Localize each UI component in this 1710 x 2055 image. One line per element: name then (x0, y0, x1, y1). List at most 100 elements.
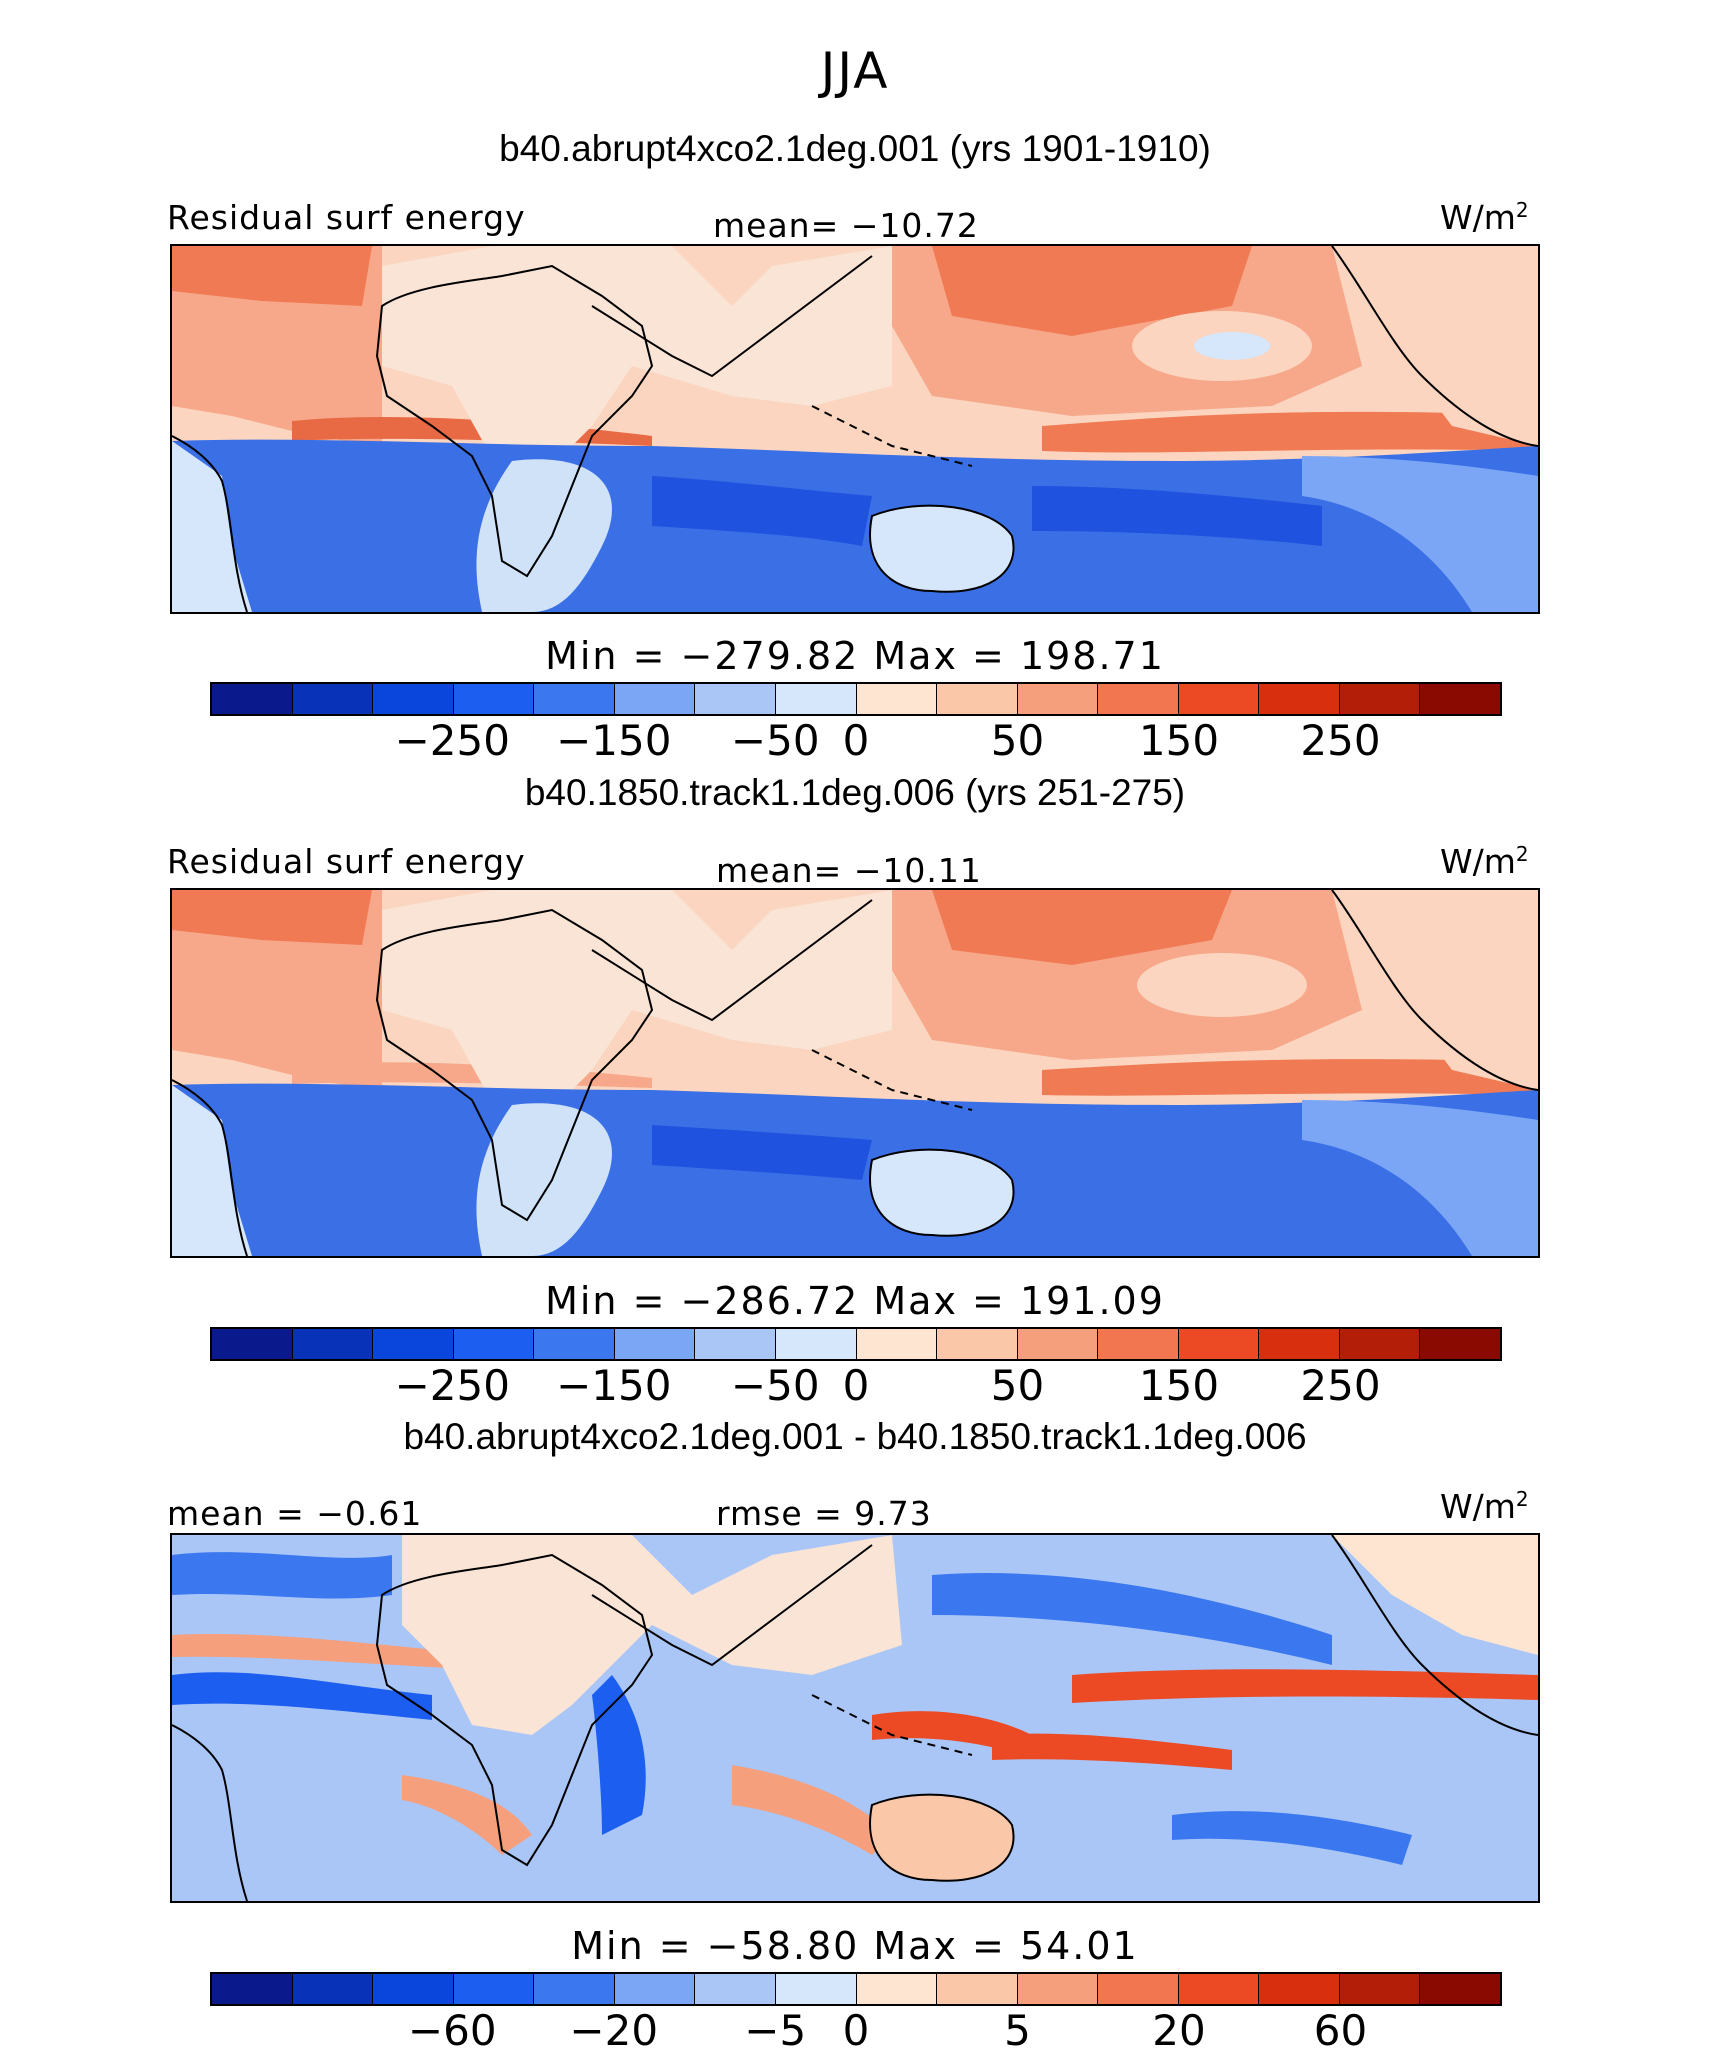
colorbar-tick-label: 0 (842, 716, 870, 765)
map-coast-australia (869, 1793, 1015, 1882)
panel-3-colorbar (210, 1972, 1502, 2006)
colorbar-tick-label: −150 (556, 716, 672, 765)
panel-1-title: b40.abrupt4xco2.1deg.001 (yrs 1901-1910) (499, 128, 1211, 169)
map-coast-south-america (172, 1079, 248, 1256)
colorbar-swatch (292, 1329, 374, 1359)
colorbar-tick-label: 250 (1300, 1361, 1381, 1410)
colorbar-swatch (614, 684, 696, 714)
colorbar-tick-label: 150 (1138, 1361, 1220, 1410)
colorbar-tick-label: 250 (1300, 716, 1381, 765)
colorbar-swatch (212, 1329, 293, 1359)
map-south-indian-strong (652, 476, 872, 546)
panel-3-rmse-label: rmse = 9.73 (716, 1494, 932, 1533)
colorbar-swatch (1259, 684, 1340, 714)
colorbar-swatch (1178, 684, 1260, 714)
map-land-south-america (172, 1085, 252, 1256)
panel-2-title: b40.1850.track1.1deg.006 (yrs 251-275) (524, 772, 1186, 813)
map-coast-asia (591, 1544, 873, 1667)
colorbar-swatch (1098, 1329, 1179, 1359)
map-land-afro-eurasia (382, 890, 892, 1120)
map-diff-south-pacific-neg (1172, 1811, 1412, 1865)
colorbar-swatch (1178, 1329, 1260, 1359)
map-tropical-strip (1042, 1059, 1538, 1096)
colorbar-swatch (1098, 1974, 1179, 2004)
colorbar-swatch (212, 1974, 293, 2004)
figure-title: JJA (820, 42, 890, 100)
panel-1-minmax: Min = −279.82 Max = 198.71 (545, 634, 1165, 678)
colorbar-swatch (1259, 1329, 1340, 1359)
map-coast-africa (375, 908, 654, 1222)
colorbar-swatch (775, 684, 857, 714)
map-pacific-low (1194, 332, 1270, 360)
map-diff-maritime-pos (872, 1711, 1032, 1755)
colorbar-swatch (1339, 1974, 1421, 2004)
colorbar-tick-label: −250 (394, 1361, 510, 1410)
panel-3-units: W/m2 (1440, 1487, 1529, 1526)
colorbar-swatch (937, 1329, 1018, 1359)
map-land-south-africa (476, 1103, 612, 1256)
colorbar-tick-label: 50 (990, 1361, 1045, 1410)
panel-1-map (170, 244, 1540, 614)
map-coast-australia (869, 504, 1015, 593)
map-east-pacific-mid (1302, 456, 1538, 612)
colorbar-swatch (1017, 1329, 1099, 1359)
panel-2-mean-label: mean= −10.11 (716, 851, 982, 890)
colorbar-tick-label: 0 (842, 2006, 870, 2055)
panel-1-map-svg (172, 246, 1538, 612)
map-diff-neg-2 (172, 1672, 432, 1720)
map-north-pacific-strong (932, 246, 1252, 336)
map-diff-indian-pos (732, 1765, 892, 1855)
map-coast-indonesia (811, 405, 973, 467)
map-coast-asia (591, 255, 873, 378)
colorbar-swatch (453, 684, 535, 714)
colorbar-tick-label: −50 (730, 716, 820, 765)
colorbar-swatch (1420, 684, 1500, 714)
colorbar-tick-label: −50 (730, 1361, 820, 1410)
colorbar-swatch (453, 1329, 535, 1359)
map-land-south-america (172, 441, 252, 612)
map-coast-americas (1331, 246, 1538, 447)
colorbar-tick-label: 150 (1138, 716, 1220, 765)
panel-2-map-svg (172, 890, 1538, 1256)
map-land-americas (1332, 246, 1538, 446)
panel-2-colorbar (210, 1327, 1502, 1361)
colorbar-swatch (614, 1974, 696, 2004)
map-pacific-high (1137, 953, 1307, 1017)
colorbar-swatch (695, 684, 776, 714)
colorbar-swatch (856, 684, 938, 714)
panel-3-minmax: Min = −58.80 Max = 54.01 (571, 1924, 1139, 1968)
colorbar-swatch (695, 1329, 776, 1359)
map-coast-australia (869, 1148, 1015, 1237)
panel-3-map-svg (172, 1535, 1538, 1901)
panel-3-mean-label: mean = −0.61 (167, 1494, 423, 1533)
colorbar-swatch (1420, 1329, 1500, 1359)
colorbar-swatch (1259, 1974, 1340, 2004)
colorbar-swatch (1339, 1329, 1421, 1359)
colorbar-swatch (856, 1974, 938, 2004)
map-coast-indonesia (811, 1049, 973, 1111)
panel-2-variable-label: Residual surf energy (167, 842, 526, 881)
map-coast-americas (1331, 1535, 1538, 1736)
map-land-australia (870, 505, 1014, 592)
map-east-pacific-mid (1302, 1100, 1538, 1256)
colorbar-swatch (1339, 684, 1421, 714)
colorbar-swatch (212, 684, 293, 714)
colorbar-swatch (292, 1974, 374, 2004)
colorbar-tick-label: 5 (1004, 2006, 1031, 2055)
map-north-pacific-strong (932, 890, 1232, 965)
map-south-pacific-strong (1032, 486, 1322, 546)
colorbar-swatch (373, 1329, 454, 1359)
colorbar-swatch (695, 1974, 776, 2004)
colorbar-swatch (292, 684, 374, 714)
map-land-australia (870, 1149, 1014, 1236)
colorbar-swatch (614, 1329, 696, 1359)
colorbar-swatch (534, 684, 615, 714)
map-coast-south-america (172, 435, 248, 612)
colorbar-swatch (1098, 684, 1179, 714)
colorbar-swatch (1178, 1974, 1260, 2004)
panel-3-title: b40.abrupt4xco2.1deg.001 - b40.1850.trac… (403, 1416, 1307, 1457)
map-diff-pacific-neg (932, 1573, 1332, 1665)
colorbar-tick-label: −60 (407, 2006, 497, 2055)
colorbar-tick-label: 0 (842, 1361, 870, 1410)
panel-2-map (170, 888, 1540, 1258)
